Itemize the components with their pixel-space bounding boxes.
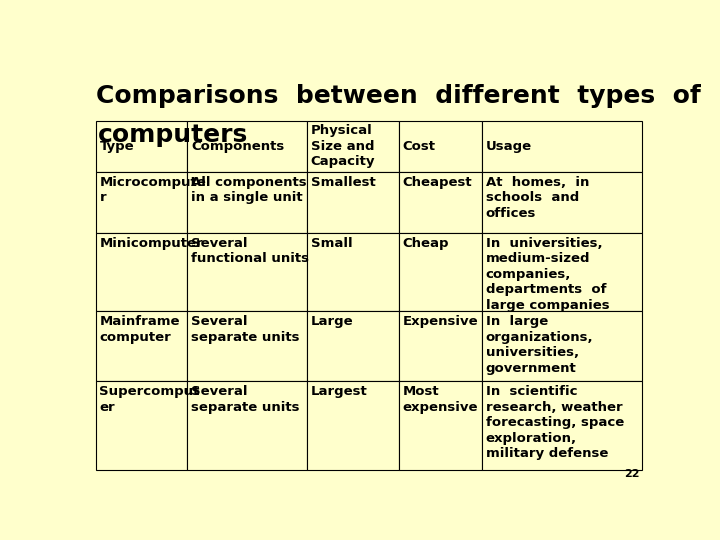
- Text: 22: 22: [624, 469, 639, 478]
- Text: Several
functional units: Several functional units: [192, 237, 310, 265]
- Text: computers: computers: [99, 123, 248, 147]
- Text: Microcompute
r: Microcompute r: [99, 176, 206, 204]
- Text: Several
separate units: Several separate units: [192, 315, 300, 344]
- Text: At  homes,  in
schools  and
offices: At homes, in schools and offices: [485, 176, 589, 220]
- Bar: [187, 233, 307, 311]
- Bar: [96, 121, 187, 172]
- Bar: [307, 311, 399, 381]
- Bar: [399, 381, 482, 470]
- Text: Largest: Largest: [310, 386, 367, 399]
- Text: Comparisons  between  different  types  of: Comparisons between different types of: [96, 84, 701, 107]
- Text: Expensive: Expensive: [402, 315, 478, 328]
- Bar: [96, 311, 187, 381]
- Bar: [96, 233, 187, 311]
- Bar: [187, 381, 307, 470]
- Text: In  universities,
medium-sized
companies,
departments  of
large companies: In universities, medium-sized companies,…: [485, 237, 609, 312]
- Bar: [482, 233, 642, 311]
- Bar: [482, 381, 642, 470]
- Text: Several
separate units: Several separate units: [192, 386, 300, 414]
- Bar: [307, 233, 399, 311]
- Text: Most
expensive: Most expensive: [402, 386, 478, 414]
- Bar: [399, 121, 482, 172]
- Bar: [307, 121, 399, 172]
- Text: Smallest: Smallest: [310, 176, 375, 189]
- Bar: [307, 172, 399, 233]
- Bar: [399, 172, 482, 233]
- Text: Type: Type: [99, 140, 134, 153]
- Text: Mainframe
computer: Mainframe computer: [99, 315, 180, 344]
- Text: In  scientific
research, weather
forecasting, space
exploration,
military defens: In scientific research, weather forecast…: [485, 386, 624, 460]
- Text: All components
in a single unit: All components in a single unit: [192, 176, 307, 204]
- Text: Minicomputer: Minicomputer: [99, 237, 203, 250]
- Text: Small: Small: [310, 237, 352, 250]
- Text: Cheap: Cheap: [402, 237, 449, 250]
- Bar: [482, 121, 642, 172]
- Bar: [96, 381, 187, 470]
- Text: Cost: Cost: [402, 140, 436, 153]
- Bar: [399, 233, 482, 311]
- Bar: [399, 311, 482, 381]
- Text: In  large
organizations,
universities,
government: In large organizations, universities, go…: [485, 315, 593, 375]
- Bar: [96, 172, 187, 233]
- Bar: [482, 172, 642, 233]
- Text: Components: Components: [192, 140, 284, 153]
- Bar: [187, 172, 307, 233]
- Text: Supercomput
er: Supercomput er: [99, 386, 200, 414]
- Bar: [482, 311, 642, 381]
- Text: Large: Large: [310, 315, 354, 328]
- Bar: [307, 381, 399, 470]
- Text: Physical
Size and
Capacity: Physical Size and Capacity: [310, 124, 375, 168]
- Bar: [187, 121, 307, 172]
- Bar: [187, 311, 307, 381]
- Text: Usage: Usage: [485, 140, 531, 153]
- Text: Cheapest: Cheapest: [402, 176, 472, 189]
